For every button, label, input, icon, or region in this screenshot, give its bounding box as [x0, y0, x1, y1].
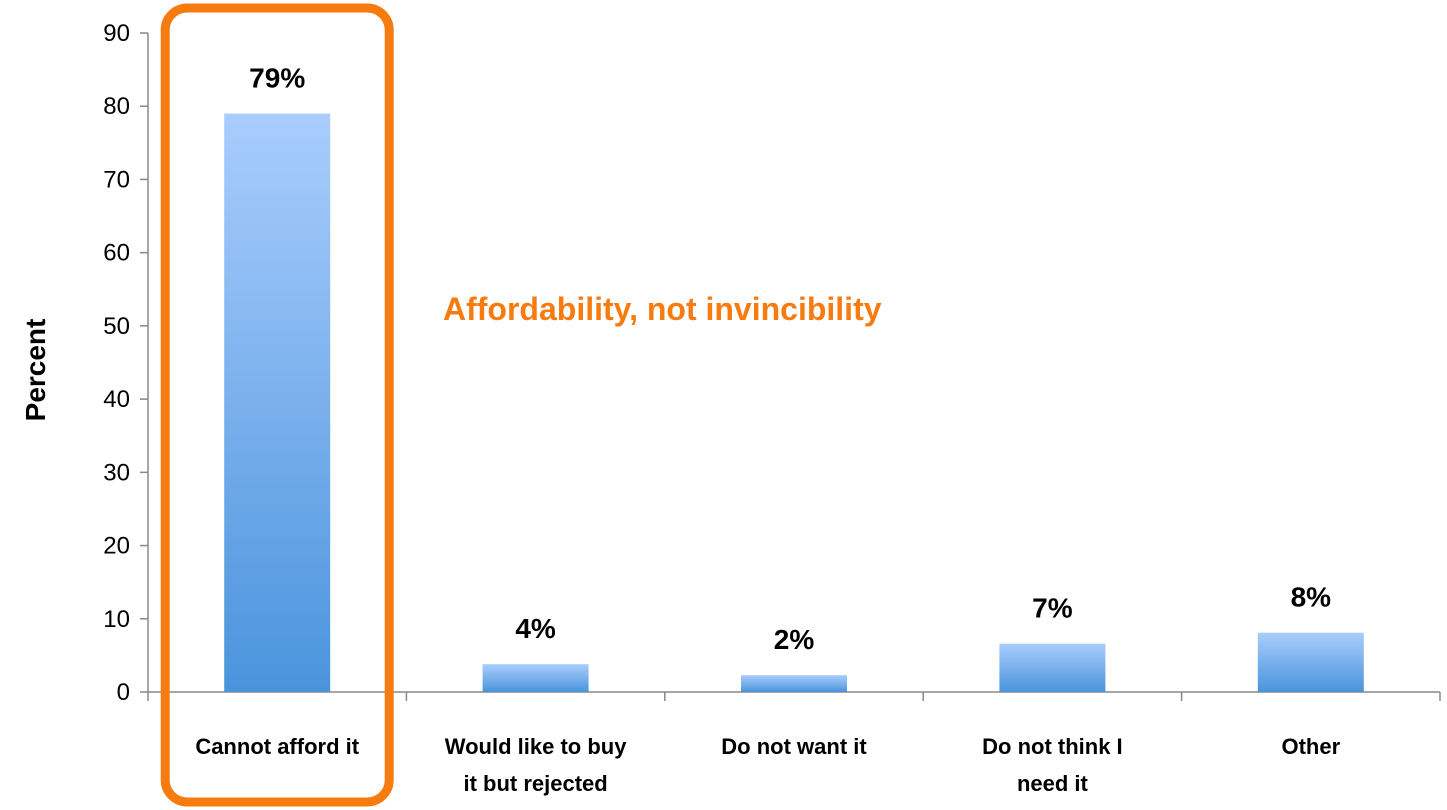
bars	[224, 113, 1364, 693]
x-tick-label: Cannot afford it	[195, 734, 359, 759]
data-labels: 79% 4% 2% 7% 8%	[249, 63, 1331, 656]
y-tick-label: 60	[103, 240, 130, 267]
x-tick-label: Do not want it	[721, 734, 867, 759]
x-tick-label: Other	[1281, 734, 1340, 759]
x-axis	[147, 691, 1441, 701]
y-tick-label: 90	[103, 20, 130, 47]
y-tick-label: 0	[117, 679, 130, 706]
y-tick-label: 70	[103, 166, 130, 193]
y-axis: 0 10 20 30 40 50 60 70 80 90	[103, 20, 149, 706]
y-tick-label: 30	[103, 459, 130, 486]
x-tick-labels: Cannot afford it Would like to buy it but …	[195, 734, 1340, 796]
y-tick-label: 80	[103, 93, 130, 120]
bar	[224, 113, 331, 693]
bar	[482, 664, 589, 692]
data-label: 2%	[774, 624, 815, 655]
bar	[741, 675, 847, 692]
y-tick-label: 40	[103, 386, 130, 413]
highlight-box	[160, 3, 394, 807]
x-tick-label: Would like to buy it but rejected	[445, 734, 627, 796]
y-tick-label: 10	[103, 606, 130, 633]
data-label: 79%	[249, 63, 305, 94]
data-label: 7%	[1032, 593, 1073, 624]
data-label: 8%	[1291, 582, 1332, 613]
bar	[999, 643, 1106, 692]
y-tick-label: 20	[103, 533, 130, 560]
y-tick-label: 50	[103, 313, 130, 340]
bar	[1257, 632, 1364, 692]
data-label: 4%	[515, 613, 556, 644]
highlight-box-rect	[160, 3, 394, 807]
annotation-text: Affordability, not invincibility	[443, 291, 882, 327]
y-axis-label: Percent	[20, 319, 51, 422]
